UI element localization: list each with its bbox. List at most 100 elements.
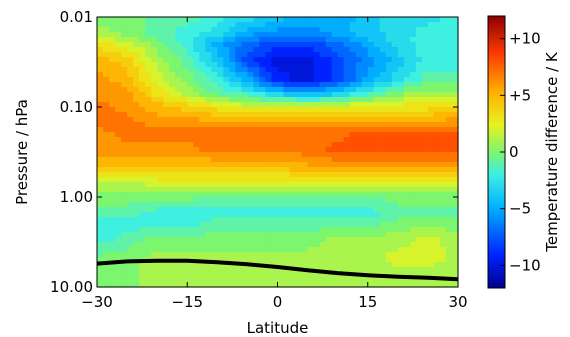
contour-cell <box>193 187 200 193</box>
contour-cell <box>433 107 441 113</box>
contour-cell <box>145 17 152 23</box>
contour-cell <box>121 87 128 93</box>
contour-cell <box>445 22 453 28</box>
contour-cell <box>97 272 104 278</box>
contour-cell <box>103 172 110 178</box>
contour-cell <box>103 182 110 188</box>
contour-cell <box>121 277 128 283</box>
contour-cell <box>229 267 236 273</box>
contour-cell <box>349 92 357 98</box>
contour-cell <box>355 277 363 283</box>
contour-cell <box>121 207 128 213</box>
contour-cell <box>151 252 158 258</box>
contour-cell <box>433 167 441 173</box>
contour-cell <box>247 267 255 273</box>
x-axis: −30 −15 0 15 30 <box>81 17 468 311</box>
contour-cell <box>403 102 411 108</box>
contour-cell <box>397 257 405 263</box>
contour-cell <box>211 57 218 63</box>
contour-cell <box>379 117 387 123</box>
contour-cell <box>349 107 357 113</box>
contour-cell <box>325 192 333 198</box>
contour-cell <box>391 247 399 253</box>
contour-cell <box>403 32 411 38</box>
contour-cell <box>133 57 140 63</box>
contour-cell <box>271 257 279 263</box>
contour-cell <box>205 82 212 88</box>
contour-cell <box>199 262 206 268</box>
contour-cell <box>283 107 291 113</box>
contour-cell <box>103 147 110 153</box>
contour-cell <box>199 152 206 158</box>
contour-cell <box>247 217 255 223</box>
contour-cell <box>391 22 399 28</box>
contour-cell <box>163 182 170 188</box>
contour-cell <box>451 157 459 163</box>
contour-cell <box>283 37 291 43</box>
contour-cell <box>427 192 435 198</box>
contour-cell <box>175 27 182 33</box>
contour-cell <box>127 157 134 163</box>
contour-cell <box>397 97 405 103</box>
contour-cell <box>379 67 387 73</box>
contour-cell <box>415 47 423 53</box>
contour-cell <box>127 77 134 83</box>
contour-cell <box>265 112 273 118</box>
contour-cell <box>133 132 140 138</box>
contour-cell <box>151 57 158 63</box>
contour-cell <box>385 42 393 48</box>
contour-cell <box>307 187 315 193</box>
contour-cell <box>103 277 110 283</box>
contour-cell <box>451 227 459 233</box>
contour-cell <box>409 237 417 243</box>
contour-cell <box>445 157 453 163</box>
contour-cell <box>235 112 242 118</box>
contour-cell <box>235 27 242 33</box>
contour-cell <box>259 162 267 168</box>
contour-cell <box>187 222 194 228</box>
contour-cell <box>121 27 128 33</box>
contour-cell <box>259 187 267 193</box>
contour-cell <box>139 192 146 198</box>
contour-cell <box>241 242 249 248</box>
contour-cell <box>109 272 116 278</box>
contour-cell <box>289 257 297 263</box>
contour-cell <box>409 252 417 258</box>
contour-cell <box>187 57 194 63</box>
contour-cell <box>271 57 279 63</box>
contour-cell <box>139 37 146 43</box>
contour-cell <box>409 222 417 228</box>
contour-cell <box>325 197 333 203</box>
contour-cell <box>325 127 333 133</box>
contour-cell <box>385 137 393 143</box>
contour-cell <box>403 127 411 133</box>
contour-cell <box>265 17 273 23</box>
contour-cell <box>121 192 128 198</box>
contour-cell <box>193 122 200 128</box>
contour-cell <box>319 242 327 248</box>
contour-cell <box>295 192 303 198</box>
contour-cell <box>415 197 423 203</box>
contour-cell <box>133 77 140 83</box>
contour-cell <box>247 122 255 128</box>
contour-cell <box>109 142 116 148</box>
contour-cell <box>163 32 170 38</box>
contour-cell <box>301 257 309 263</box>
contour-cell <box>397 267 405 273</box>
contour-cell <box>295 202 303 208</box>
contour-cell <box>445 197 453 203</box>
contour-cell <box>289 77 297 83</box>
contour-cell <box>343 37 351 43</box>
contour-cell <box>223 92 230 98</box>
contour-cell <box>385 187 393 193</box>
contour-cell <box>139 57 146 63</box>
contour-cell <box>301 37 309 43</box>
contour-cell <box>199 17 206 23</box>
contour-cell <box>397 117 405 123</box>
contour-cell <box>397 172 405 178</box>
contour-cell <box>169 172 176 178</box>
contour-cell <box>235 62 242 68</box>
contour-cell <box>337 57 345 63</box>
contour-cell <box>355 262 363 268</box>
contour-cell <box>421 212 429 218</box>
